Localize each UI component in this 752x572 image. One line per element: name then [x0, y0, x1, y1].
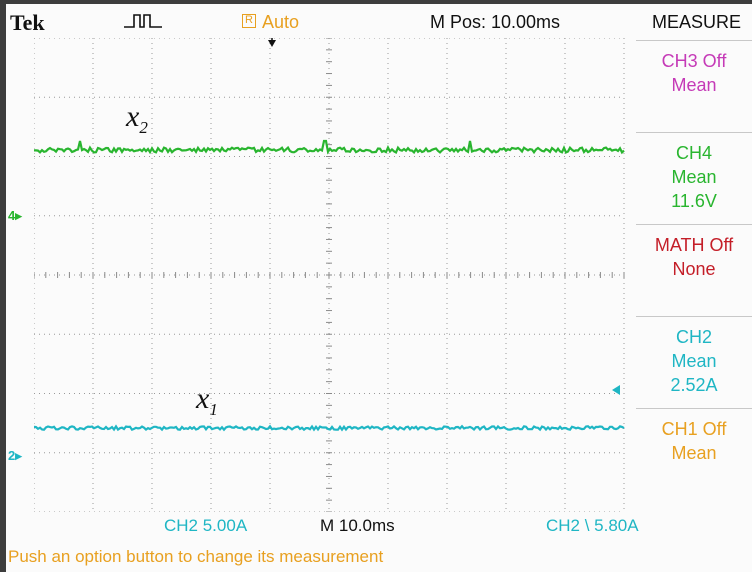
- brand-logo: Tek: [10, 10, 45, 35]
- ch4-ground-marker: 4▸: [8, 208, 22, 223]
- x2-label: x2: [126, 100, 148, 137]
- measurement-option-ch4[interactable]: CH4 Mean 11.6V: [636, 132, 752, 223]
- measurement-option-ch3[interactable]: CH3 Off Mean: [636, 40, 752, 131]
- trigger-readout: CH2 \ 5.80A: [546, 516, 639, 535]
- measurement-option-math[interactable]: MATH Off None: [636, 224, 752, 315]
- ch2-scale-readout: CH2 5.00A: [164, 516, 248, 535]
- trigger-level-marker: [612, 385, 620, 395]
- trigger-pulse-icon: [124, 14, 162, 28]
- ch2-ground-marker: 2▸: [8, 448, 22, 463]
- measurement-option-ch2[interactable]: CH2 Mean 2.52A: [636, 316, 752, 407]
- status-message: Push an option button to change its meas…: [8, 547, 384, 566]
- measure-menu-title: MEASURE: [652, 12, 742, 32]
- acquisition-icon: R: [242, 14, 256, 28]
- waveform-graticule: [34, 38, 625, 512]
- measurement-option-ch1[interactable]: CH1 Off Mean: [636, 408, 752, 499]
- x1-trace: [34, 424, 625, 432]
- x2-trace: [34, 139, 625, 155]
- oscilloscope-screen: Tek R Auto M Pos: 10.00ms MEASURE 4▸ 2▸ …: [6, 4, 752, 572]
- acquisition-mode: Auto: [262, 12, 300, 32]
- trigger-position-marker: [268, 40, 276, 47]
- x1-label: x1: [196, 382, 218, 419]
- timebase-readout: M 10.0ms: [320, 516, 395, 535]
- horizontal-position-readout: M Pos: 10.00ms: [430, 12, 561, 32]
